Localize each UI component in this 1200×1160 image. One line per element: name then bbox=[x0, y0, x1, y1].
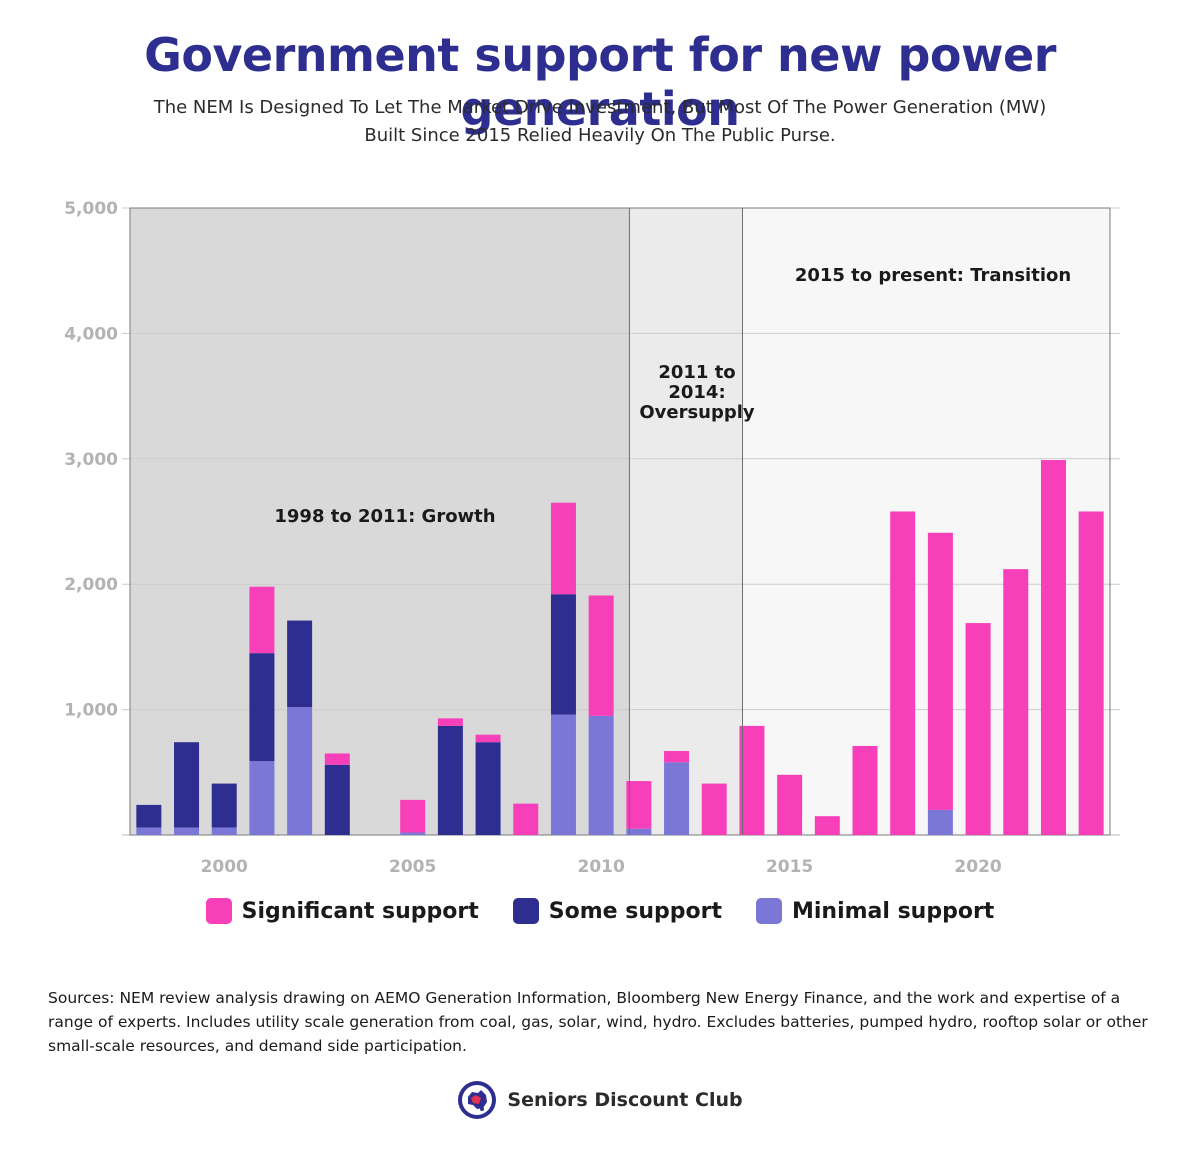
sources-note: Sources: NEM review analysis drawing on … bbox=[48, 989, 1148, 1055]
era-label-1: Oversupply bbox=[639, 402, 755, 423]
bar-2000-minimal-support bbox=[211, 827, 237, 835]
legend-item-significant: Significant support bbox=[205, 898, 479, 924]
bar-2005-significant-support bbox=[400, 799, 426, 833]
subtitle-line-2: Built Since 2015 Relied Heavily On The P… bbox=[364, 125, 836, 146]
x-tick-label: 2015 bbox=[766, 857, 813, 877]
bar-1999-minimal-support bbox=[174, 827, 200, 835]
legend-label-significant: Significant support bbox=[241, 898, 479, 924]
bar-2012-minimal-support bbox=[664, 762, 690, 835]
era-shade-0 bbox=[130, 208, 630, 835]
bar-2011-significant-support bbox=[626, 781, 652, 829]
bar-2009-minimal-support bbox=[550, 714, 576, 835]
bar-2016-significant-support bbox=[814, 816, 840, 835]
bar-1999-some-support bbox=[174, 742, 200, 828]
bar-2009-significant-support bbox=[550, 502, 576, 595]
bar-2021-significant-support bbox=[1003, 569, 1029, 835]
bar-2006-some-support bbox=[437, 725, 463, 835]
legend-label-minimal: Minimal support bbox=[791, 898, 995, 924]
bar-2003-some-support bbox=[324, 764, 350, 835]
bar-2008-significant-support bbox=[513, 803, 539, 835]
brand-name: Seniors Discount Club bbox=[507, 1089, 743, 1111]
era-label-1: 2011 to bbox=[658, 362, 735, 383]
x-tick-label: 2020 bbox=[954, 857, 1001, 877]
bar-2003-significant-support bbox=[324, 753, 350, 765]
bar-2010-minimal-support bbox=[588, 715, 614, 835]
bar-2018-significant-support bbox=[890, 511, 916, 835]
subtitle-line-1: The NEM Is Designed To Let The Market Dr… bbox=[153, 97, 1047, 118]
bar-2007-some-support bbox=[475, 742, 501, 835]
bar-2001-minimal-support bbox=[249, 761, 275, 835]
page-subtitle: The NEM Is Designed To Let The Market Dr… bbox=[100, 94, 1100, 150]
era-label-0: 1998 to 2011: Growth bbox=[274, 506, 495, 527]
bar-2013-significant-support bbox=[701, 783, 727, 835]
bar-2023-significant-support bbox=[1078, 511, 1104, 835]
y-tick-label: 1,000 bbox=[64, 701, 118, 721]
legend-item-minimal: Minimal support bbox=[755, 898, 995, 924]
era-label-2: 2015 to present: Transition bbox=[795, 265, 1071, 286]
plot-border bbox=[129, 207, 1111, 836]
bar-2020-significant-support bbox=[965, 623, 991, 835]
x-tick-label: 2005 bbox=[389, 857, 436, 877]
page-title: Government support for new power generat… bbox=[144, 28, 1056, 136]
legend-label-some: Some support bbox=[548, 898, 722, 924]
bar-2015-significant-support bbox=[777, 774, 803, 835]
bar-2019-minimal-support bbox=[927, 809, 953, 835]
bar-2017-significant-support bbox=[852, 745, 878, 835]
bar-1998-minimal-support bbox=[136, 827, 162, 835]
x-tick-label: 2000 bbox=[201, 857, 248, 877]
gridlines bbox=[122, 207, 1120, 836]
bar-2000-some-support bbox=[211, 783, 237, 828]
bar-2009-some-support bbox=[550, 594, 576, 715]
y-axis-ticks: 1,000 2,000 3,000 4,000 5,000 bbox=[64, 199, 118, 721]
bar-2010-significant-support bbox=[588, 595, 614, 716]
bar-2011-minimal-support bbox=[626, 828, 652, 835]
legend-swatch-minimal bbox=[755, 898, 782, 924]
era-labels: 1998 to 2011: Growth 2011 to2014:Oversupp… bbox=[274, 265, 1071, 527]
bar-2022-significant-support bbox=[1040, 460, 1066, 835]
brand: Seniors Discount Club bbox=[0, 1080, 1200, 1120]
australia-map-tag-icon bbox=[458, 1081, 497, 1119]
bar-1998-some-support bbox=[136, 804, 162, 828]
legend-item-some: Some support bbox=[512, 898, 722, 924]
bar-2012-significant-support bbox=[664, 750, 690, 763]
era-shade-1 bbox=[629, 208, 743, 835]
bar-2006-significant-support bbox=[437, 718, 463, 726]
x-tick-label: 2010 bbox=[577, 857, 624, 877]
y-tick-label: 5,000 bbox=[64, 199, 118, 219]
bar-2002-some-support bbox=[287, 620, 313, 708]
legend-swatch-some bbox=[512, 898, 539, 924]
bar-2001-significant-support bbox=[249, 586, 275, 654]
bar-2005-minimal-support bbox=[400, 832, 426, 835]
y-tick-label: 3,000 bbox=[64, 450, 118, 470]
era-label-1: 2014: bbox=[668, 382, 725, 403]
bars bbox=[136, 460, 1104, 835]
x-axis-ticks: 2000 2005 2010 2015 2020 bbox=[201, 857, 1002, 877]
era-dividers bbox=[628, 208, 743, 835]
bar-2002-minimal-support bbox=[287, 707, 313, 835]
y-tick-label: 4,000 bbox=[64, 324, 118, 344]
legend: Significant support Some support Minimal… bbox=[0, 898, 1200, 924]
legend-swatch-significant bbox=[205, 898, 232, 924]
bar-2007-significant-support bbox=[475, 734, 501, 743]
y-tick-label: 2,000 bbox=[64, 575, 118, 595]
bar-2019-significant-support bbox=[927, 532, 953, 810]
bar-2001-some-support bbox=[249, 653, 275, 762]
bar-2014-significant-support bbox=[739, 725, 765, 835]
